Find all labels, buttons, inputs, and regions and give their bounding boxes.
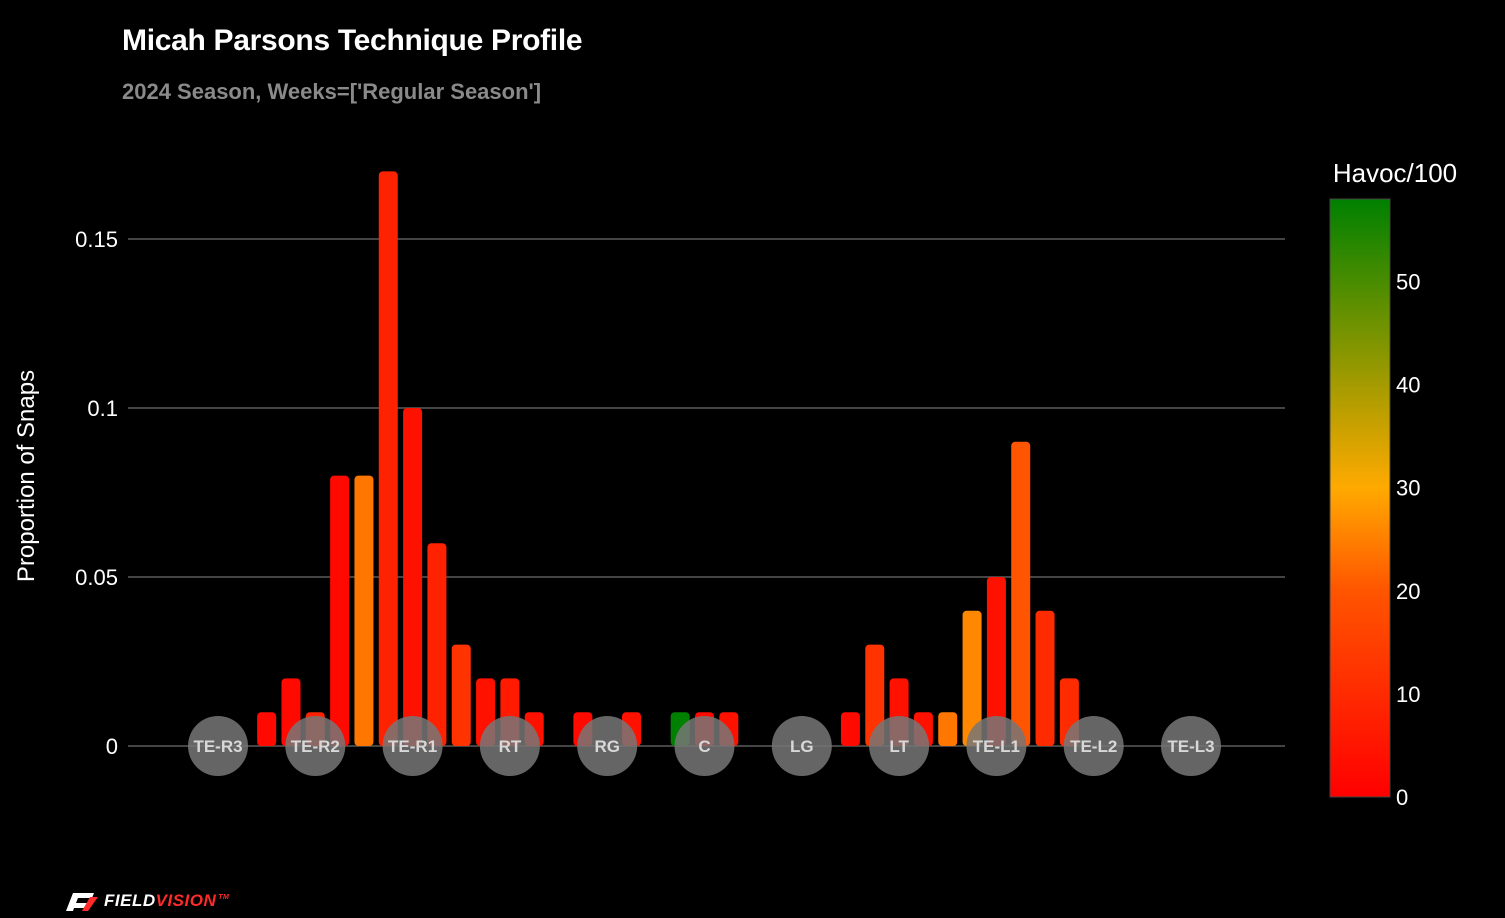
bar[interactable] bbox=[1011, 441, 1031, 746]
fieldvision-mark-icon bbox=[66, 893, 98, 911]
bar[interactable] bbox=[840, 712, 860, 746]
y-tick-label: 0.05 bbox=[75, 565, 118, 590]
y-axis-ticks: 0 0.05 0.1 0.15 bbox=[75, 227, 118, 759]
position-marker: TE-L3 bbox=[1161, 716, 1221, 776]
position-circle bbox=[869, 716, 930, 776]
position-label: TE-R2 bbox=[291, 737, 340, 756]
bar[interactable] bbox=[354, 475, 374, 746]
bar[interactable] bbox=[986, 577, 1006, 746]
position-label: LG bbox=[790, 737, 814, 756]
position-marker: RG bbox=[577, 716, 638, 776]
chart-title: Micah Parsons Technique Profile bbox=[122, 24, 583, 57]
chart-subtitle: 2024 Season, Weeks=['Regular Season'] bbox=[122, 79, 542, 104]
position-circle bbox=[188, 716, 248, 776]
bar[interactable] bbox=[865, 644, 885, 746]
colorbar-tick-label: 30 bbox=[1396, 476, 1420, 501]
position-marker: RT bbox=[479, 716, 540, 776]
bar[interactable] bbox=[427, 543, 447, 746]
colorbar-tick-label: 10 bbox=[1396, 682, 1420, 707]
position-marker: C bbox=[674, 716, 735, 776]
position-circle bbox=[966, 716, 1027, 776]
position-label: C bbox=[698, 737, 710, 756]
y-axis-label: Proportion of Snaps bbox=[13, 370, 40, 582]
bar[interactable] bbox=[403, 408, 423, 746]
bars bbox=[257, 171, 1079, 746]
position-marker: TE-L1 bbox=[966, 716, 1027, 776]
position-label: TE-L2 bbox=[1070, 737, 1117, 756]
position-marker: TE-L2 bbox=[1063, 716, 1124, 776]
colorbar-title: Havoc/100 bbox=[1333, 158, 1457, 188]
bar[interactable] bbox=[330, 475, 350, 746]
position-circle bbox=[479, 716, 540, 776]
colorbar-tick-label: 50 bbox=[1396, 269, 1420, 294]
position-label: TE-R1 bbox=[388, 737, 437, 756]
position-circle bbox=[771, 716, 832, 776]
bar[interactable] bbox=[938, 712, 958, 746]
bar[interactable] bbox=[378, 171, 398, 746]
position-circle bbox=[382, 716, 443, 776]
position-circle bbox=[1063, 716, 1124, 776]
position-label: RG bbox=[594, 737, 620, 756]
brand-trademark: TM bbox=[218, 894, 230, 902]
brand-name-part1: FIELD bbox=[104, 891, 156, 910]
position-label: TE-R3 bbox=[193, 737, 242, 756]
colorbar-tick-label: 0 bbox=[1396, 785, 1408, 810]
colorbar: Havoc/100 0 10 20 30 40 50 bbox=[1329, 158, 1457, 810]
bar[interactable] bbox=[1035, 610, 1055, 746]
position-marker: TE-R3 bbox=[188, 716, 248, 776]
colorbar-gradient bbox=[1329, 198, 1391, 798]
position-marker: TE-R2 bbox=[285, 716, 346, 776]
colorbar-tick-label: 40 bbox=[1396, 373, 1420, 398]
gridlines bbox=[128, 238, 1285, 747]
brand-name-part2: VISION bbox=[155, 891, 217, 910]
position-markers: TE-R3 TE-R2 TE-R1 RT RG C LG LT TE-L1 TE-L2 TE-L3 bbox=[188, 716, 1221, 776]
position-label: RT bbox=[499, 737, 522, 756]
bar[interactable] bbox=[257, 712, 277, 746]
fieldvision-logo: FIELDVISION TM bbox=[64, 888, 229, 914]
position-marker: LG bbox=[771, 716, 832, 776]
position-label: TE-L1 bbox=[973, 737, 1020, 756]
position-circle bbox=[1161, 716, 1221, 776]
position-marker: LT bbox=[869, 716, 930, 776]
position-label: TE-L3 bbox=[1167, 737, 1214, 756]
bar[interactable] bbox=[451, 644, 471, 746]
position-circle bbox=[285, 716, 346, 776]
colorbar-tick-label: 20 bbox=[1396, 579, 1420, 604]
y-tick-label: 0 bbox=[106, 734, 118, 759]
y-tick-label: 0.1 bbox=[87, 396, 118, 421]
bar[interactable] bbox=[962, 610, 982, 746]
y-tick-label: 0.15 bbox=[75, 227, 118, 252]
position-marker: TE-R1 bbox=[382, 716, 443, 776]
position-circle bbox=[674, 716, 735, 776]
position-label: LT bbox=[889, 737, 909, 756]
position-circle bbox=[577, 716, 638, 776]
